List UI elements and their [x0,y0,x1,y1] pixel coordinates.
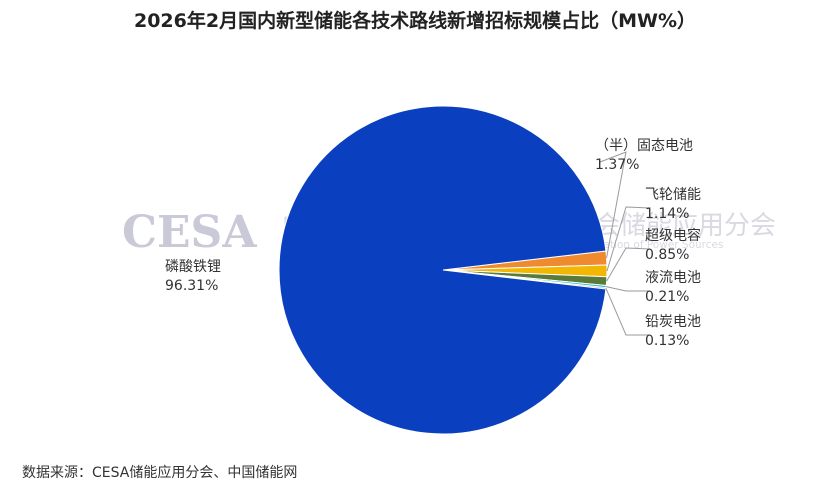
slice-name-label: 铅炭电池 [645,314,701,330]
leader-line [606,247,651,282]
slice-name-label: 飞轮储能 [645,187,701,203]
slice-value-label: 0.13% [645,333,689,349]
slice-name-label: （半）固态电池 [595,138,693,154]
slice-value-label: 1.14% [645,206,689,222]
chart-title: 2026年2月国内新型储能各技术路线新增招标规模占比（MW%） [133,10,696,32]
slice-value-label: 0.21% [645,289,689,305]
leader-line [599,151,627,259]
slice-labels: （半）固态电池 1.37% 飞轮储能 1.14% 超级电容 0.85% 液流电池 0.21% 铅… [165,138,701,349]
leader-line [606,286,650,292]
leader-lines [599,151,651,336]
slice-name-label: 磷酸铁锂 [165,259,221,275]
watermark-logo: CESA [122,207,257,258]
leader-line [606,206,651,272]
data-source: 数据来源：CESA储能应用分会、中国储能网 [22,465,298,481]
slice-value-label: 96.31% [165,278,218,294]
slice-name-label: 超级电容 [645,227,701,244]
slice-name-label: 液流电池 [645,270,701,286]
slice-value-label: 0.85% [645,247,689,263]
pie-slice [278,105,607,435]
leader-line [605,288,650,336]
slice-value-label: 1.37% [595,157,639,173]
pie-slices [278,105,608,435]
